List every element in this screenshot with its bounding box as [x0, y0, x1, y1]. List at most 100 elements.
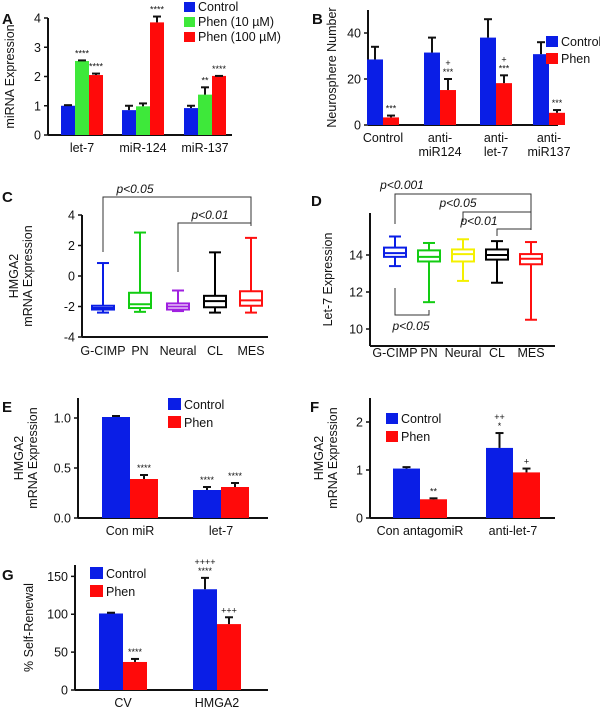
legend-swatch	[184, 17, 195, 27]
y-axis-label: HMGA2	[7, 254, 21, 299]
bar	[480, 37, 496, 125]
legend-swatch	[546, 36, 558, 47]
y-tick-label: 0	[356, 512, 363, 526]
y-tick-label: 0.5	[54, 462, 71, 476]
significance-label: +	[524, 457, 529, 467]
y-tick-label: 10	[349, 323, 363, 337]
significance-label: ***	[552, 98, 563, 108]
significance-bracket	[496, 228, 532, 236]
x-tick-label: let-7	[484, 145, 508, 159]
x-tick-label: PN	[420, 346, 437, 360]
y-tick-label: 50	[54, 646, 68, 660]
legend-label: Control	[561, 35, 600, 49]
significance-bracket	[394, 288, 430, 316]
x-tick-label: Con miR	[106, 524, 155, 538]
bar	[102, 417, 130, 518]
bar	[513, 472, 540, 518]
x-tick-label: anti-let-7	[489, 524, 538, 538]
x-tick-label: Neural	[160, 344, 197, 358]
y-tick-label: 1	[356, 464, 363, 478]
x-tick-label: let-7	[209, 524, 233, 538]
significance-label: ***	[443, 67, 454, 77]
significance-label: ****	[128, 647, 143, 657]
bar	[393, 468, 420, 518]
y-tick-label: 0	[61, 684, 68, 698]
legend-label: Control	[401, 412, 441, 426]
legend-swatch	[90, 567, 103, 579]
bar	[193, 490, 221, 518]
y-tick-label: 3	[34, 41, 41, 55]
y-axis-label: mRNA Expression	[21, 225, 35, 326]
x-tick-label: Control	[363, 131, 403, 145]
x-tick-label: anti-	[428, 131, 452, 145]
bar	[130, 479, 158, 518]
bar	[549, 112, 565, 125]
x-tick-label: G-CIMP	[372, 346, 417, 360]
x-tick-label: HMGA2	[195, 696, 240, 708]
legend-label: Phen	[561, 52, 590, 66]
legend-label: Phen	[106, 585, 135, 599]
y-tick-label: 1	[34, 99, 41, 113]
bar	[198, 94, 212, 135]
legend-label: Phen	[184, 416, 213, 430]
y-tick-label: 2	[68, 239, 75, 253]
legend-label: Phen (100 µM)	[198, 30, 281, 44]
y-tick-label: 0.0	[54, 512, 71, 526]
bar	[75, 60, 89, 136]
legend-label: Phen	[401, 430, 430, 444]
y-tick-label: 14	[349, 249, 363, 263]
chart-panel-D: 10 12 14 Let-7 Expression D G-CIMP PN Neural CL M…	[311, 178, 555, 360]
x-tick-label: anti-	[537, 131, 561, 145]
y-tick-label: 20	[347, 73, 361, 87]
legend-label: Control	[184, 398, 224, 412]
x-tick-label: CL	[489, 346, 505, 360]
chart-panel-F: 0 1 2 HMGA2 mRNA Expression F ** Con antagomiR +…	[310, 398, 555, 538]
significance-label: ****	[198, 566, 213, 576]
legend-swatch	[90, 585, 103, 597]
y-tick-label: 100	[47, 608, 68, 622]
bar	[383, 117, 399, 125]
p-value-label: p<0.001	[379, 178, 424, 192]
y-tick-label: 0	[34, 129, 41, 143]
box	[128, 291, 152, 310]
legend-label: Control	[198, 0, 238, 14]
y-axis-label: mRNA Expression	[26, 407, 40, 508]
significance-label: +	[445, 58, 450, 68]
legend-swatch	[184, 32, 195, 42]
x-tick-label: miR137	[527, 145, 570, 159]
significance-label: ****	[212, 64, 227, 74]
chart-panel-C: -4 -2 0 2 4 HMGA2 mRNA Expression C G-CIMP PN Neur…	[2, 182, 268, 358]
y-tick-label: 4	[34, 12, 41, 26]
bar	[89, 75, 103, 135]
significance-label: ****	[89, 62, 104, 72]
y-tick-label: 0	[68, 270, 75, 284]
p-value-label: p<0.01	[459, 214, 497, 228]
bar	[212, 75, 226, 135]
box	[239, 290, 263, 307]
x-tick-label: miR-137	[181, 141, 228, 155]
significance-label: ****	[75, 48, 90, 58]
significance-label: ++++	[194, 557, 215, 567]
legend-swatch	[168, 398, 181, 410]
panel-label: A	[2, 11, 13, 28]
p-value-label: p<0.05	[391, 319, 429, 333]
bar	[533, 54, 549, 125]
chart-panel-E: 0.0 0.5 1.0 HMGA2 mRNA Expression E **** Con mi…	[2, 398, 268, 538]
x-tick-label: anti-	[484, 131, 508, 145]
legend-swatch	[386, 413, 398, 424]
significance-bracket	[102, 196, 252, 252]
bar	[367, 59, 383, 126]
y-axis-label: HMGA2	[12, 436, 26, 481]
p-value-label: p<0.05	[438, 196, 476, 210]
bar	[184, 108, 198, 135]
x-tick-label: PN	[131, 344, 148, 358]
x-tick-label: MES	[237, 344, 264, 358]
p-value-label: p<0.01	[190, 208, 228, 222]
panel-label: G	[2, 567, 14, 584]
y-tick-label: 0	[354, 119, 361, 133]
significance-label: ***	[499, 63, 510, 73]
x-tick-label: miR124	[418, 145, 461, 159]
significance-label: +++	[221, 605, 237, 615]
y-axis-label: mRNA Expression	[326, 407, 340, 508]
